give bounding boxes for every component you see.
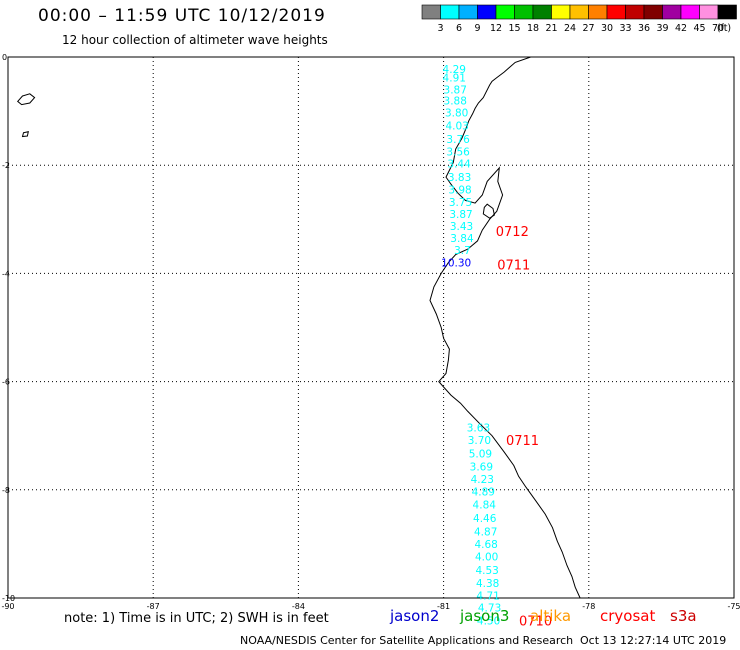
wave-height-label: 3.83 (448, 172, 471, 184)
legend-label: 15 (508, 23, 520, 34)
latitude-tick-label: -10 (2, 594, 15, 603)
wave-height-label: 4.53 (475, 565, 498, 577)
latitude-tick-label: -6 (2, 378, 10, 387)
mission-label-jason2: jason2 (390, 607, 440, 625)
legend-label: 42 (675, 23, 687, 34)
wave-height-label: 3.70 (468, 435, 491, 447)
legend-unit: (ft) (717, 23, 731, 34)
credit-text: NOAA/NESDIS Center for Satellite Applica… (240, 634, 574, 647)
pass-time-label: 0711 (497, 259, 530, 274)
legend-label: 18 (527, 23, 539, 34)
longitude-tick-label: -87 (147, 602, 160, 611)
longitude-tick-label: -90 (1, 602, 14, 611)
wave-height-label: 4.03 (445, 121, 468, 133)
longitude-tick-label: -81 (437, 602, 450, 611)
coastline (429, 56, 581, 599)
wave-height-label: 4.23 (471, 474, 494, 486)
wave-height-label: 4.46 (473, 513, 497, 525)
wave-height-label: 4.68 (474, 539, 497, 551)
wave-height-label: 3.44 (447, 159, 471, 171)
wave-height-label: 5.09 (469, 449, 492, 461)
wave-height-label: 3.7 (454, 245, 471, 257)
wave-height-label: 4.91 (443, 73, 466, 85)
wave-height-label: 3.98 (448, 185, 471, 197)
wave-height-label: 4.38 (476, 578, 499, 590)
legend-label: 70 (712, 23, 724, 34)
mission-label-cryosat: cryosat (600, 607, 656, 625)
wave-height-label: 3.56 (446, 147, 470, 159)
generated-timestamp: Oct 13 12:27:14 UTC 2019 (580, 634, 727, 647)
wave-height-label: 3.76 (446, 134, 470, 146)
legend-label: 33 (619, 23, 631, 34)
footer-note: note: 1) Time is in UTC; 2) SWH is in fe… (64, 611, 329, 626)
wave-height-label: 4.89 (472, 486, 495, 498)
wave-height-label: 3.69 (470, 462, 493, 474)
wave-height-label: 4.29 (443, 64, 466, 76)
legend-label: 27 (582, 23, 594, 34)
galapagos-island (21, 131, 29, 138)
latitude-tick-label: -8 (2, 486, 10, 495)
pass-time-label: 0710 (519, 615, 552, 630)
wave-height-label: 4.00 (475, 551, 498, 563)
wave-height-label: 4.71 (476, 590, 499, 602)
page-title: 00:00 – 11:59 UTC 10/12/2019 (38, 6, 326, 26)
wave-height-label: 3.87 (444, 84, 467, 96)
legend-label: 39 (656, 23, 668, 34)
legend-swatch (717, 4, 737, 20)
legend-label: 30 (601, 23, 613, 34)
wave-height-label: 4.50 (477, 616, 500, 628)
longitude-tick-label: -78 (582, 602, 595, 611)
pass-time-label: 0712 (496, 225, 529, 240)
wave-height-label: 3.87 (449, 209, 472, 221)
longitude-tick-label: -75 (727, 602, 740, 611)
mission-label-jason3: jason3 (460, 607, 510, 625)
longitude-tick-label: -84 (292, 602, 305, 611)
legend-label: 6 (456, 23, 462, 34)
color-legend: 3 6 9 12 15 18 21 24 27 30 33 36 39 42 45 70(ft) (421, 4, 737, 34)
legend-label: 36 (638, 23, 650, 34)
mission-label-altika: altika (530, 607, 572, 625)
wave-height-label: 3.43 (450, 221, 473, 233)
wave-height-label: 4.87 (474, 526, 497, 538)
mission-label-s3a: s3a (670, 607, 697, 625)
puna-island (482, 203, 495, 219)
legend-label: 12 (490, 23, 502, 34)
wave-height-label: 3.88 (444, 95, 467, 107)
latitude-tick-label: -2 (2, 161, 10, 170)
latitude-tick-label: -4 (2, 269, 10, 278)
wave-height-label: 3.75 (449, 197, 472, 209)
legend-label: 9 (474, 23, 480, 34)
legend-label: 3 (437, 23, 443, 34)
wave-height-label: 10.30 (441, 258, 471, 270)
wave-height-label: 3.80 (445, 108, 468, 120)
map-frame (7, 56, 735, 599)
latitude-tick-label: 0 (2, 53, 7, 62)
wave-height-label: 4.73 (478, 603, 501, 615)
legend-label: 24 (564, 23, 576, 34)
pass-time-label: 0711 (506, 434, 539, 449)
wave-height-label: 3.84 (450, 233, 474, 245)
legend-label: 45 (693, 23, 705, 34)
galapagos-island (16, 93, 36, 106)
page-subtitle: 12 hour collection of altimeter wave hei… (62, 33, 328, 47)
wave-height-label: 4.84 (473, 499, 497, 511)
legend-label: 21 (545, 23, 557, 34)
wave-height-label: 3.63 (467, 423, 490, 435)
